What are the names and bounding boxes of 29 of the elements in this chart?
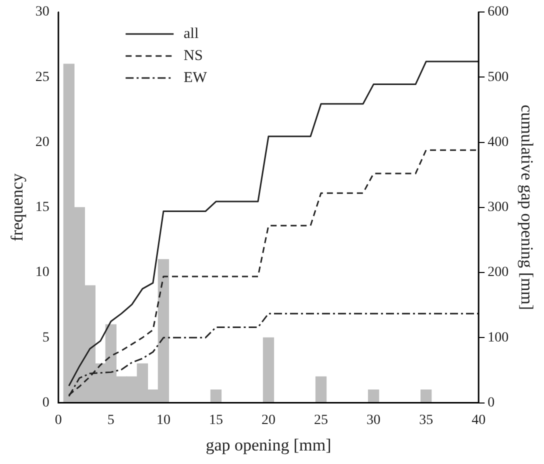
legend-label: NS <box>184 48 203 64</box>
y-tick-label: 10 <box>35 265 50 280</box>
x-tick-label: 10 <box>156 412 170 428</box>
x-axis-title: gap opening [mm] <box>206 435 332 454</box>
x-tick-label: 0 <box>54 412 62 428</box>
y2-tick-label: 600 <box>488 4 509 20</box>
legend-label: all <box>184 26 199 42</box>
y-tick-label: 0 <box>42 395 50 410</box>
legend-label: EW <box>184 70 208 86</box>
y-tick-label: 25 <box>35 70 50 85</box>
y-tick-label: 30 <box>35 4 50 20</box>
x-tick-label: 5 <box>107 412 114 428</box>
y-tick-label: 5 <box>42 330 50 346</box>
y2-tick-label: 400 <box>488 134 509 150</box>
y2-axis-title: cumulative gap opening [mm] <box>517 104 536 310</box>
x-tick-label: 40 <box>472 412 486 428</box>
x-tick-label: 30 <box>366 412 381 428</box>
y2-tick-label: 500 <box>488 70 509 85</box>
y-axis-title: frequency <box>8 172 27 242</box>
y-tick-label: 20 <box>35 134 50 150</box>
x-tick-label: 25 <box>314 412 328 428</box>
x-tick-label: 15 <box>208 412 223 428</box>
x-tick-label: 20 <box>262 412 276 428</box>
y-tick-label: 15 <box>35 200 50 216</box>
y2-tick-label: 0 <box>488 395 495 410</box>
y2-tick-label: 100 <box>488 330 509 346</box>
y2-tick-label: 300 <box>488 200 509 216</box>
y2-tick-label: 200 <box>488 265 509 280</box>
x-tick-label: 35 <box>419 412 434 428</box>
